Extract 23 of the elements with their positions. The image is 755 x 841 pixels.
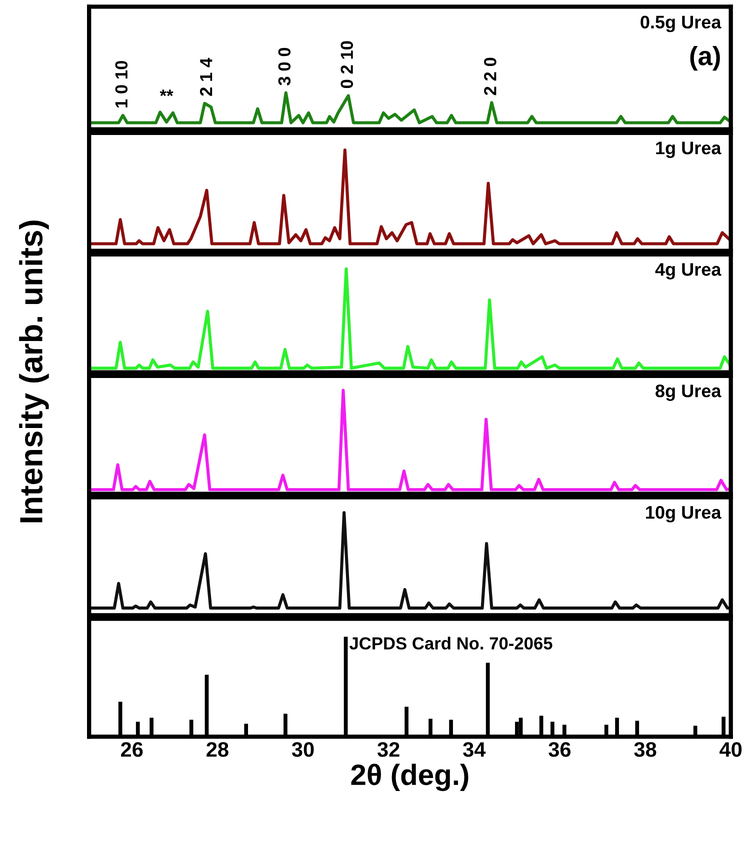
x-tick-label: 38 <box>634 742 656 757</box>
text: (a) <box>690 46 720 71</box>
text: 8g Urea <box>656 384 722 401</box>
text: 1g Urea <box>656 142 722 158</box>
y-axis-title: Intensity (arb. units) <box>19 220 49 522</box>
x-tick-label: 26 <box>121 742 143 757</box>
annotation: 0 2 10 <box>340 41 354 88</box>
text: 4g Urea <box>655 263 722 280</box>
x-tick-label: 34 <box>463 742 486 757</box>
series-label: JCPDS Card No. 70-2065 <box>349 636 552 650</box>
x-tick-label: 28 <box>206 742 228 757</box>
x-axis-title: 2θ (deg.) <box>351 764 468 792</box>
text: 10g Urea <box>646 506 722 522</box>
x-tick-label: 30 <box>292 742 314 757</box>
x-tick-label: 32 <box>377 742 400 757</box>
x-tick-label: 36 <box>548 742 571 757</box>
x-tick-label: 40 <box>720 742 742 757</box>
annotation: 3 0 0 <box>278 48 291 86</box>
annotation: 1 0 10 <box>115 60 128 108</box>
annotation: 2 1 4 <box>200 58 212 96</box>
annotation: ** <box>160 90 174 96</box>
annotation: 2 2 0 <box>484 58 496 96</box>
text: 0.5g Urea <box>640 16 722 32</box>
